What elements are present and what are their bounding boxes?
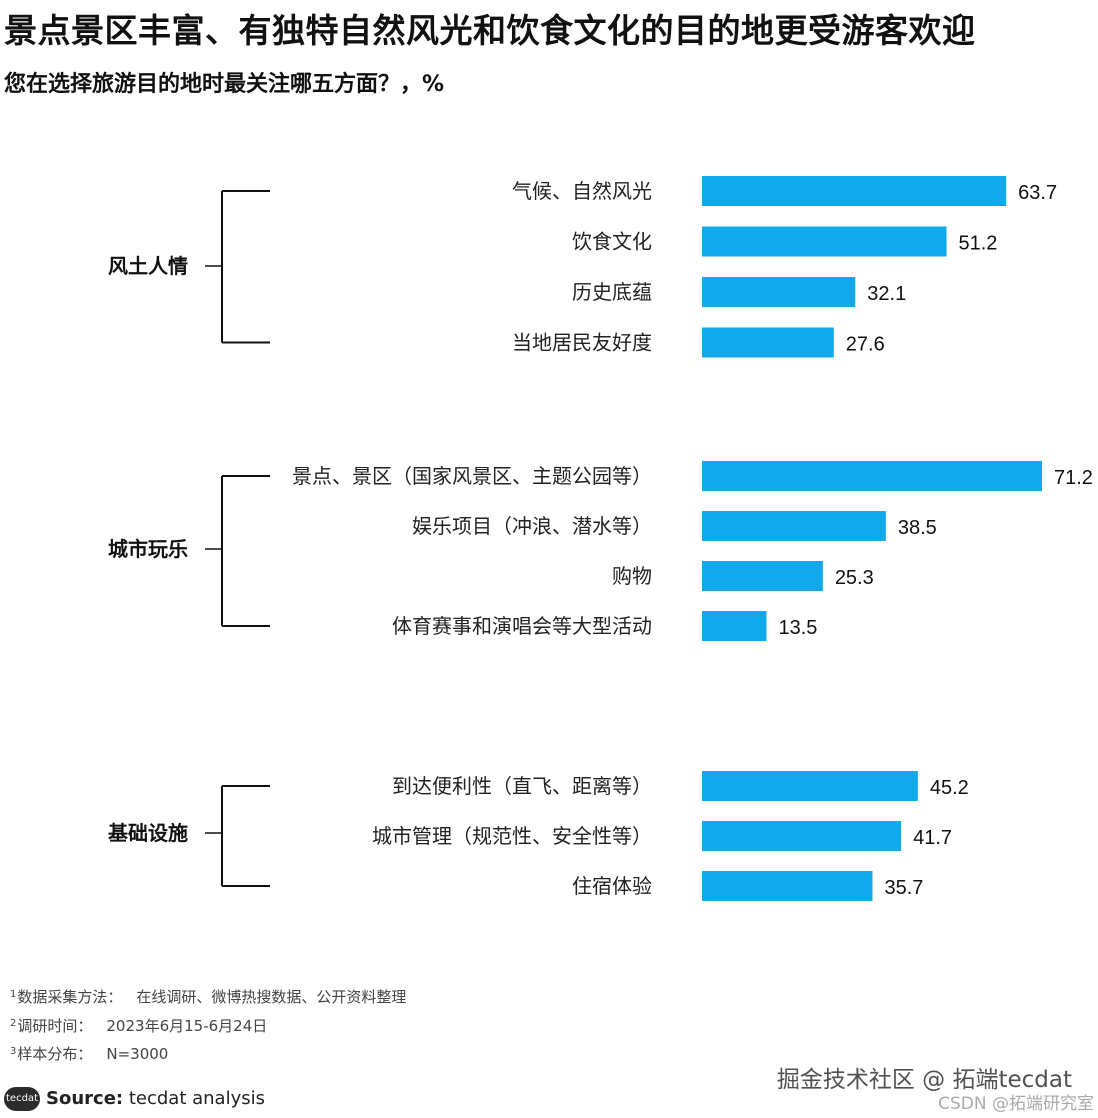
watermark-juejin: 掘金技术社区 @ 拓端tecdat	[776, 1067, 1072, 1093]
footnote-value: 在线调研、微博热搜数据、公开资料整理	[136, 988, 407, 1006]
watermark-csdn: CSDN @拓端研究室	[938, 1094, 1094, 1114]
footnote-method: 1数据采集方法： 在线调研、微博热搜数据、公开资料整理	[10, 986, 406, 1007]
category-label: 城市管理（规范性、安全性等）	[372, 824, 652, 848]
data-label: 45.2	[930, 777, 969, 799]
data-label: 13.5	[778, 617, 817, 639]
category-label: 体育赛事和演唱会等大型活动	[392, 614, 652, 638]
data-label: 71.2	[1054, 467, 1093, 489]
category-label: 娱乐项目（冲浪、潜水等）	[412, 514, 652, 538]
data-label: 63.7	[1018, 182, 1057, 204]
bar	[702, 461, 1042, 491]
group-label: 风土人情	[108, 254, 188, 278]
data-label: 51.2	[958, 233, 997, 255]
chart-title: 景点景区丰富、有独特自然风光和饮食文化的目的地更受游客欢迎	[4, 11, 976, 50]
bar	[702, 327, 834, 358]
category-label: 住宿体验	[572, 874, 652, 898]
bar	[702, 771, 918, 801]
category-label: 当地居民友好度	[512, 331, 652, 355]
footnote-key: 调研时间：	[17, 1017, 93, 1035]
chart-subtitle: 您在选择旅游目的地时最关注哪五方面？，%	[4, 72, 445, 97]
footnote-key: 数据采集方法：	[17, 988, 123, 1006]
category-label: 到达便利性（直飞、距离等）	[392, 774, 652, 798]
footnote-key: 样本分布：	[17, 1045, 93, 1063]
bar	[702, 511, 886, 541]
group-label: 城市玩乐	[108, 537, 188, 561]
footnote-value: N=3000	[106, 1045, 169, 1063]
bar	[702, 561, 823, 591]
data-label: 27.6	[846, 334, 885, 356]
category-label: 气候、自然风光	[512, 179, 652, 203]
footnote-value: 2023年6月15-6月24日	[106, 1017, 268, 1035]
footnote-sample: 3样本分布： N=3000	[10, 1043, 168, 1064]
footnote-number: 2	[10, 1018, 17, 1029]
footnote-number: 3	[10, 1046, 17, 1057]
bar	[702, 611, 767, 641]
data-label: 38.5	[898, 517, 937, 539]
data-label: 41.7	[913, 827, 952, 849]
bar-chart: 风土人情 气候、自然风光 63.7 饮食文化 51.2 历史底蕴 32.1 当地居民友好度 27…	[108, 176, 1093, 901]
group-label: 基础设施	[108, 821, 188, 845]
category-label: 饮食文化	[572, 230, 652, 254]
bar	[702, 277, 856, 307]
data-label: 35.7	[884, 877, 923, 899]
bar	[702, 226, 947, 257]
category-label: 购物	[612, 564, 652, 588]
source-label: Source:	[46, 1088, 124, 1109]
data-label: 25.3	[835, 567, 874, 589]
bar	[702, 176, 1007, 206]
footnote-number: 1	[10, 989, 17, 1000]
footnote-time: 2调研时间： 2023年6月15-6月24日	[10, 1015, 267, 1036]
bar	[702, 821, 902, 851]
source-line: tecdat Source: tecdat analysis	[4, 1087, 265, 1111]
bar	[702, 871, 873, 901]
source-text: tecdat analysis	[128, 1088, 265, 1109]
category-label: 景点、景区（国家风景区、主题公园等）	[292, 464, 652, 488]
data-label: 32.1	[867, 283, 906, 305]
category-label: 历史底蕴	[572, 280, 652, 304]
tecdat-logo: tecdat	[4, 1087, 40, 1111]
